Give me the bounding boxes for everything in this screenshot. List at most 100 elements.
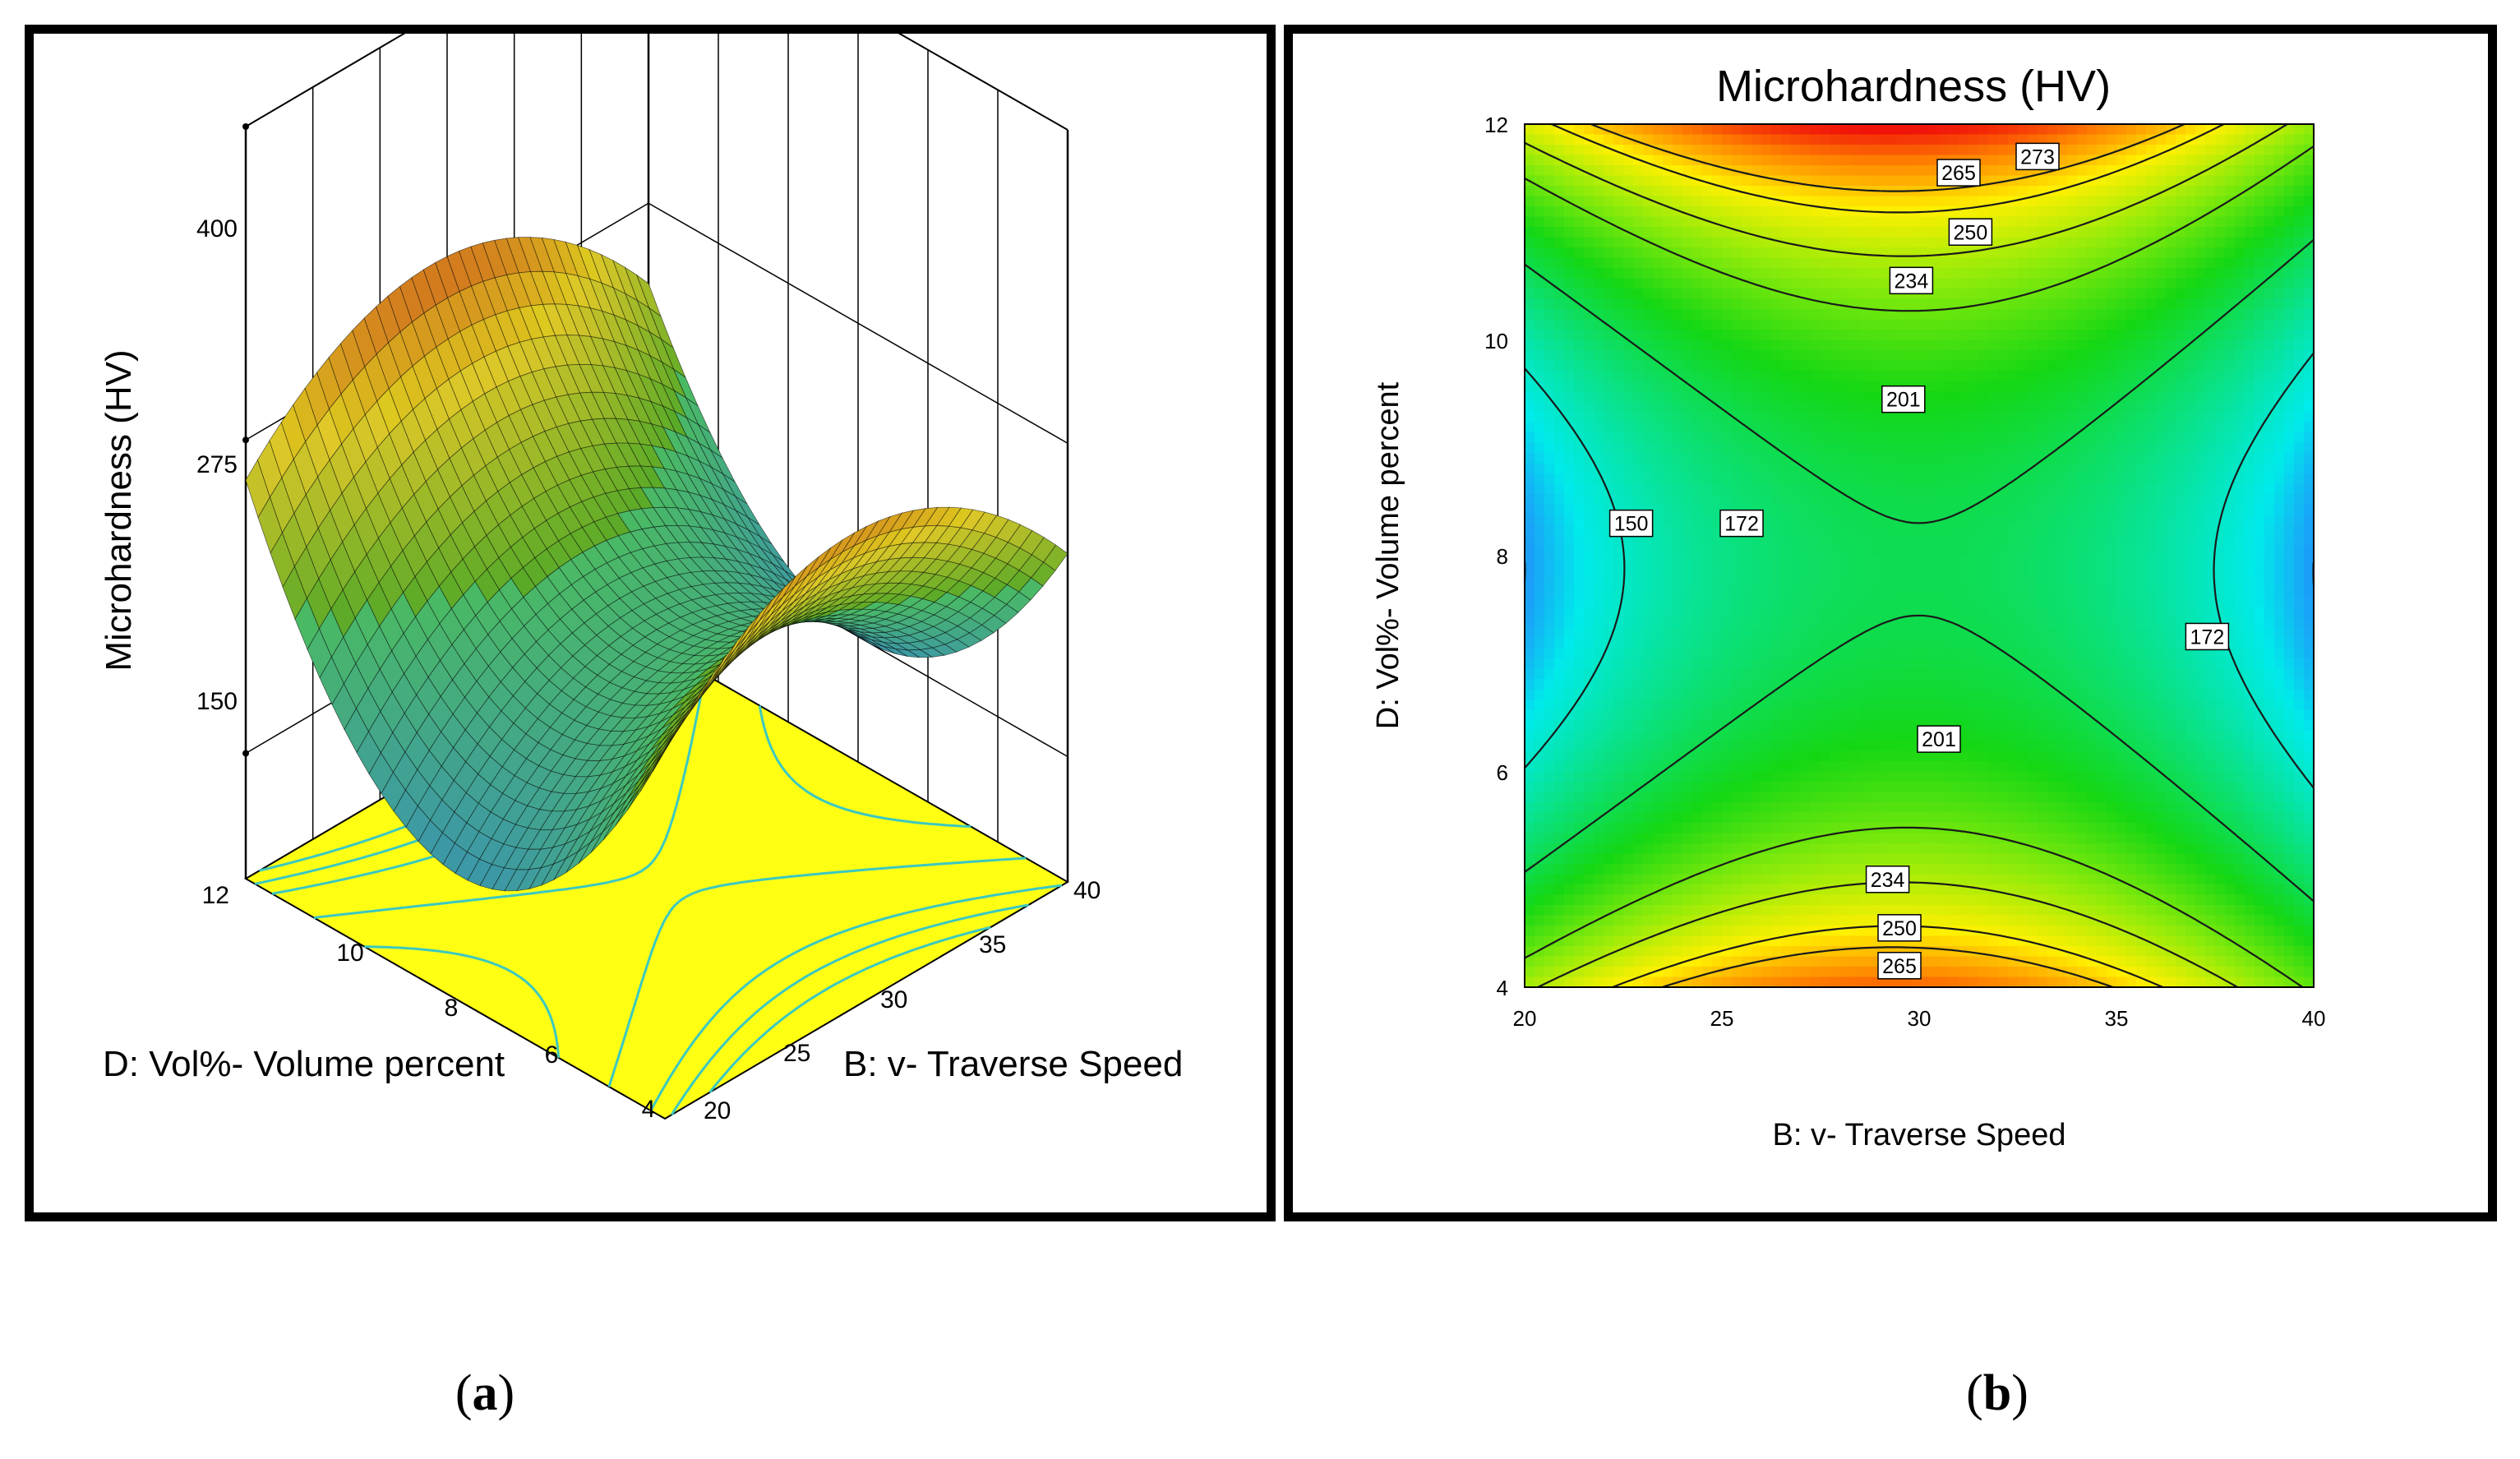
heat-cell	[1821, 257, 1831, 269]
heat-cell	[1870, 381, 1881, 392]
heat-cell	[1633, 566, 1644, 577]
heat-cell	[1712, 689, 1723, 700]
heat-cell	[1899, 155, 1910, 166]
heat-cell	[1594, 175, 1604, 187]
heat-cell	[1752, 935, 1762, 947]
heat-cell	[1919, 196, 1930, 207]
heat-cell	[1959, 874, 1969, 885]
heat-cell	[1653, 268, 1664, 279]
heat-cell	[1702, 145, 1713, 156]
heat-cell	[1722, 977, 1733, 988]
heat-cell	[1929, 843, 1940, 855]
heat-cell	[1811, 268, 1821, 279]
heat-cell	[1801, 412, 1812, 423]
heat-cell	[1722, 617, 1733, 629]
heat-cell	[1525, 237, 1535, 248]
heat-cell	[1525, 586, 1535, 598]
heat-cell	[1554, 422, 1565, 433]
heat-cell	[1791, 894, 1802, 906]
heat-cell	[1623, 853, 1634, 865]
heat-cell	[1574, 556, 1585, 567]
heat-cell	[1564, 843, 1575, 855]
heat-cell	[1939, 905, 1950, 916]
heat-cell	[1919, 586, 1930, 598]
heat-cell	[1732, 741, 1742, 752]
heat-cell	[1722, 792, 1733, 803]
heat-cell	[1919, 566, 1930, 577]
heat-cell	[1781, 905, 1792, 916]
heat-cell	[1702, 576, 1713, 588]
heat-cell	[1968, 196, 1979, 207]
heat-cell	[1633, 853, 1644, 865]
heat-cell	[1761, 607, 1772, 618]
heat-cell	[1574, 216, 1585, 228]
heat-cell	[1702, 268, 1713, 279]
heat-cell	[1613, 668, 1624, 680]
heat-cell	[1633, 442, 1644, 454]
heat-cell	[1554, 853, 1565, 865]
heat-cell	[1525, 298, 1535, 310]
heat-cell	[1535, 668, 1545, 680]
heat-cell	[1613, 679, 1624, 690]
heat-cell	[1761, 679, 1772, 690]
heat-cell	[1880, 463, 1890, 474]
heat-cell	[1890, 566, 1900, 577]
heat-cell	[1722, 833, 1733, 844]
heat-cell	[1959, 679, 1969, 690]
heat-cell	[1811, 864, 1821, 875]
heat-cell	[1722, 330, 1733, 341]
heat-cell	[1870, 463, 1881, 474]
heat-cell	[1781, 926, 1792, 937]
heat-cell	[1712, 823, 1723, 834]
heat-cell	[1643, 422, 1654, 433]
heat-cell	[1653, 946, 1664, 958]
heat-cell	[1682, 196, 1693, 207]
heat-cell	[1525, 679, 1535, 690]
heat-cell	[1643, 483, 1654, 495]
heat-cell	[1781, 298, 1792, 310]
heat-cell	[1613, 206, 1624, 218]
heat-cell	[1574, 289, 1585, 300]
heat-cell	[1673, 792, 1683, 803]
heat-cell	[1525, 319, 1535, 330]
heat-cell	[1939, 761, 1950, 773]
heat-cell	[1633, 720, 1644, 732]
heat-cell	[1722, 350, 1733, 362]
heat-cell	[1761, 617, 1772, 629]
heat-cell	[1732, 155, 1742, 166]
heat-cell	[1890, 627, 1900, 639]
heat-cell	[1673, 709, 1683, 721]
heat-cell	[1643, 401, 1654, 413]
heat-cell	[1929, 689, 1940, 700]
heat-cell	[1840, 134, 1851, 145]
heat-cell	[1525, 360, 1535, 372]
heat-cell	[1821, 823, 1831, 834]
heat-cell	[1830, 309, 1841, 321]
heat-cell	[1564, 668, 1575, 680]
heat-cell	[1544, 350, 1555, 362]
heat-cell	[1880, 360, 1890, 372]
heat-cell	[1870, 453, 1881, 464]
heat-cell	[1742, 442, 1752, 454]
heat-cell	[1663, 298, 1673, 310]
heat-cell	[1564, 946, 1575, 958]
heat-cell	[1801, 330, 1812, 341]
heat-cell	[1870, 648, 1881, 659]
heat-cell	[1535, 843, 1545, 855]
heat-cell	[1742, 175, 1752, 187]
heat-cell	[1544, 556, 1555, 567]
heat-cell	[1870, 658, 1881, 670]
heat-cell	[1880, 494, 1890, 506]
heat-cell	[1653, 175, 1664, 187]
heat-cell	[1613, 309, 1624, 321]
heat-cell	[1535, 617, 1545, 629]
heat-cell	[1613, 401, 1624, 413]
heat-cell	[1682, 771, 1693, 783]
heat-cell	[1870, 442, 1881, 454]
heat-cell	[1544, 874, 1555, 885]
heat-cell	[1673, 309, 1683, 321]
heat-cell	[1554, 535, 1565, 547]
heat-cell	[1574, 894, 1585, 906]
heat-cell	[1840, 566, 1851, 577]
